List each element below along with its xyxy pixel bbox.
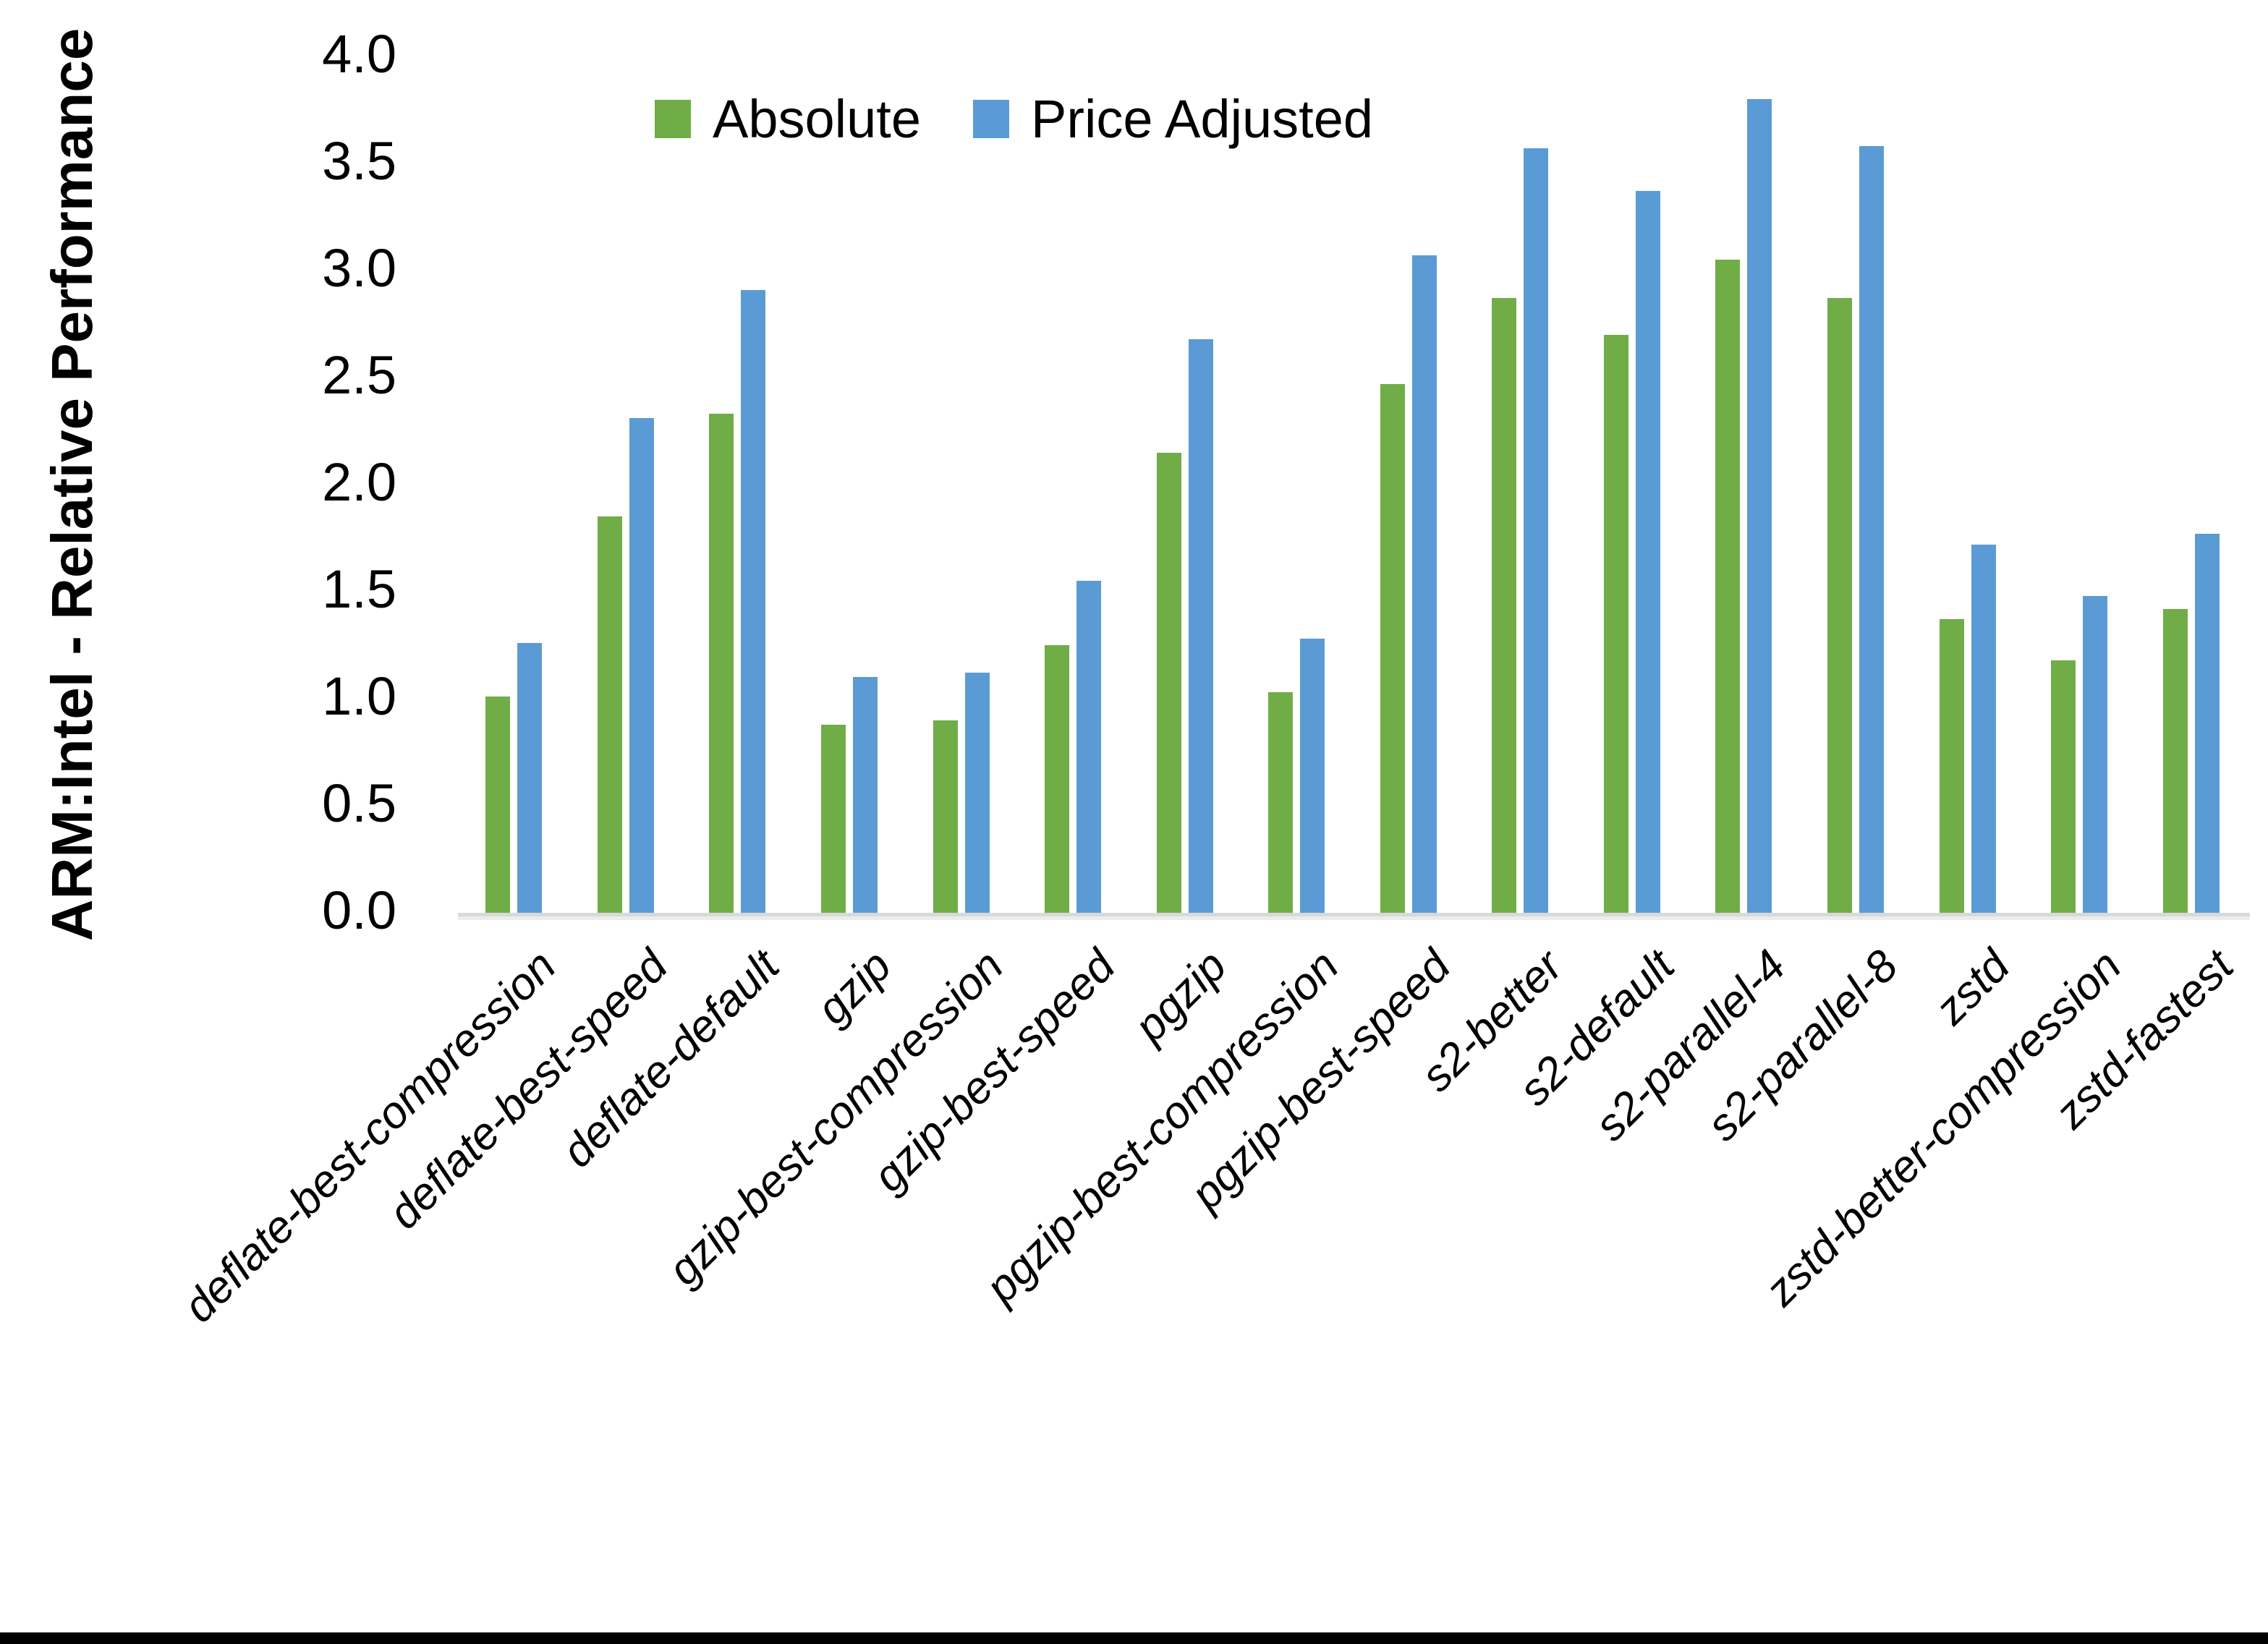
bar-price-adjusted-gzip (852, 677, 878, 913)
legend-item-absolute: Absolute (655, 88, 921, 150)
x-axis-line-shadow (458, 916, 2250, 920)
legend: Absolute Price Adjusted (655, 88, 1425, 150)
bar-absolute-gzip-best-speed (1045, 645, 1070, 913)
bar-absolute-pgzip-best-compression (1268, 692, 1294, 913)
bar-absolute-s2-better (1492, 298, 1517, 913)
y-tick-label-3.5: 3.5 (322, 131, 396, 192)
bar-price-adjusted-zstd-fastest (2194, 534, 2220, 913)
bar-absolute-s2-parallel-8 (1827, 298, 1853, 913)
bar-price-adjusted-s2-parallel-4 (1747, 99, 1772, 913)
bar-price-adjusted-deflate-best-speed (629, 418, 654, 913)
bar-price-adjusted-pgzip-best-compression (1300, 639, 1325, 913)
y-tick-label-0.0: 0.0 (322, 880, 396, 941)
bar-price-adjusted-s2-default (1635, 191, 1660, 913)
bar-absolute-zstd-better-compression (2051, 660, 2076, 913)
bar-absolute-gzip-best-compression (933, 720, 958, 913)
bottom-border (0, 1632, 2268, 1644)
bar-absolute-gzip (820, 724, 846, 913)
bar-price-adjusted-deflate-best-compression (517, 643, 543, 913)
bar-price-adjusted-zstd (1971, 544, 1996, 913)
bar-absolute-pgzip-best-speed (1380, 383, 1405, 913)
legend-swatch-absolute (655, 99, 691, 138)
legend-swatch-price-adjusted (972, 99, 1009, 138)
bar-price-adjusted-s2-parallel-8 (1859, 146, 1885, 913)
bar-absolute-deflate-best-compression (485, 697, 511, 913)
bar-price-adjusted-deflate-default (741, 289, 766, 913)
legend-item-price-adjusted: Price Adjusted (972, 88, 1374, 150)
y-tick-label-4.0: 4.0 (322, 24, 396, 85)
bar-price-adjusted-pgzip-best-speed (1411, 255, 1437, 913)
bar-absolute-zstd-fastest (2162, 608, 2188, 913)
bar-absolute-s2-default (1603, 334, 1628, 913)
bar-price-adjusted-gzip-best-speed (1076, 581, 1102, 913)
bar-absolute-deflate-best-speed (597, 516, 622, 913)
y-tick-label-0.5: 0.5 (322, 773, 396, 834)
bar-absolute-zstd (1939, 619, 1964, 913)
x-axis-line (458, 913, 2250, 916)
bar-price-adjusted-gzip-best-compression (964, 673, 990, 913)
y-tick-label-1.0: 1.0 (322, 666, 396, 727)
x-label-gzip: gzip (807, 940, 901, 1034)
x-label-zstd: zstd (1925, 940, 2020, 1034)
bar-price-adjusted-zstd-better-compression (2083, 595, 2108, 913)
y-tick-label-3.0: 3.0 (322, 238, 396, 299)
legend-label-absolute: Absolute (713, 88, 921, 149)
bar-absolute-s2-parallel-4 (1715, 260, 1741, 913)
y-tick-label-1.5: 1.5 (322, 559, 396, 620)
y-axis-title: ARM:Intel - Relative Performance (40, 27, 104, 942)
y-tick-label-2.0: 2.0 (322, 452, 396, 513)
y-tick-label-2.5: 2.5 (322, 345, 396, 406)
bar-absolute-pgzip (1156, 452, 1181, 913)
plot-area (458, 56, 2247, 913)
legend-label-price-adjusted: Price Adjusted (1030, 88, 1374, 149)
bar-price-adjusted-pgzip (1188, 338, 1213, 913)
bar-price-adjusted-s2-better (1524, 148, 1549, 913)
bar-absolute-deflate-default (709, 414, 734, 913)
